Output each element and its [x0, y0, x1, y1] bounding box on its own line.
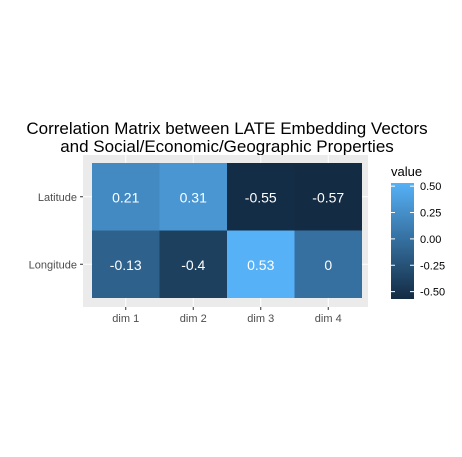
chart-title-line-2: and Social/Economic/Geographic Propertie…: [60, 137, 394, 156]
x-tick-label: dim 4: [315, 313, 342, 325]
cell-value-label: 0.53: [247, 257, 274, 273]
heatmap-cell: [294, 163, 362, 231]
cell-value-label: -0.55: [245, 189, 277, 205]
cell-value-label: -0.57: [312, 189, 344, 205]
cell-value-label: -0.13: [110, 257, 142, 273]
legend-colorbar: [391, 183, 414, 299]
y-tick-label: Longitude: [29, 259, 77, 271]
heatmap-cell: [227, 230, 295, 298]
cell-value-label: 0.21: [112, 189, 139, 205]
x-tick-label: dim 2: [180, 313, 207, 325]
heatmap-cell: [159, 230, 227, 298]
legend-tick-label: -0.25: [420, 260, 445, 272]
heatmap-cell: [92, 163, 160, 231]
x-tick-label: dim 1: [112, 313, 139, 325]
legend-tick-label: 0.00: [420, 234, 441, 246]
chart-title: Correlation Matrix between LATE Embeddin…: [26, 119, 427, 156]
color-legend: value 0.50 0.25 0.00 -0.25 -0.50: [391, 164, 445, 299]
chart-title-line-1: Correlation Matrix between LATE Embeddin…: [26, 119, 427, 138]
x-axis: dim 1 dim 2 dim 3 dim 4: [112, 307, 342, 325]
heatmap-cell: [227, 163, 295, 231]
heatmap-cells: 0.21 0.31 -0.55 -0.57 -0.13 -0.4 0.53 0: [92, 163, 362, 298]
legend-title: value: [391, 164, 422, 179]
x-tick-label: dim 3: [247, 313, 274, 325]
cell-value-label: 0.31: [180, 189, 207, 205]
legend-tick-label: 0.25: [420, 208, 441, 220]
legend-tick-label: -0.50: [420, 287, 445, 299]
heatmap-cell: [92, 230, 160, 298]
y-tick-label: Latitude: [38, 192, 77, 204]
cell-value-label: -0.4: [181, 257, 205, 273]
legend-tick-label: 0.50: [420, 181, 441, 193]
heatmap-cell: [294, 230, 362, 298]
heatmap-cell: [159, 163, 227, 231]
y-axis: Latitude Longitude: [29, 192, 83, 271]
cell-value-label: 0: [324, 257, 332, 273]
